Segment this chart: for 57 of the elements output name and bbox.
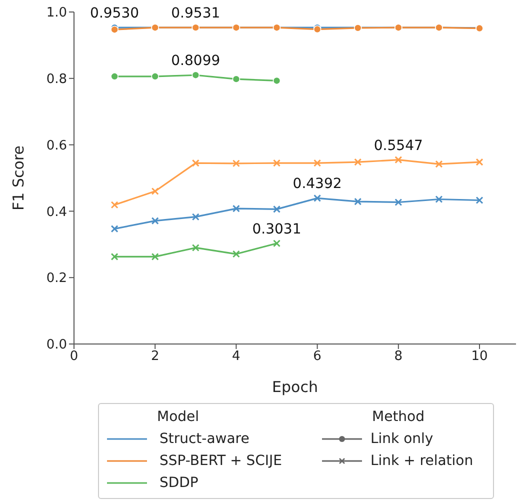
point [273, 240, 280, 248]
point [151, 72, 159, 80]
point [435, 160, 443, 168]
legend-label: SSP-BERT + SCIJE [159, 453, 282, 469]
point [192, 244, 200, 252]
point [192, 159, 200, 167]
point [110, 201, 118, 209]
point [273, 205, 280, 213]
text: Model [157, 409, 200, 425]
point [192, 213, 200, 221]
point [476, 196, 484, 204]
x-tick-label: 4 [232, 349, 240, 364]
point [110, 72, 118, 80]
annotation: 0.9530 [90, 6, 140, 22]
point [232, 160, 240, 168]
y-axis-title: F1 Score [9, 146, 28, 210]
annotation: 0.3031 [252, 221, 302, 238]
annotation: 0.8099 [171, 53, 220, 70]
point [232, 204, 240, 212]
point [314, 159, 322, 167]
point [151, 252, 159, 260]
y-tick-label: 0.2 [46, 271, 67, 286]
point [151, 217, 159, 225]
text: Method [372, 409, 425, 425]
point [354, 198, 362, 206]
legend-label: SDDP [159, 475, 198, 491]
x-tick-label: 0 [70, 349, 78, 364]
point [232, 250, 240, 258]
y-tick-label: 0.6 [46, 138, 67, 154]
annotation: 0.9531 [171, 6, 220, 22]
x-tick-label: 10 [471, 349, 488, 364]
legend-label: Struct-aware [159, 431, 250, 447]
point [110, 252, 118, 260]
point [151, 188, 159, 196]
y-tick-label: 0.8 [46, 72, 67, 88]
point [354, 158, 362, 166]
x-tick-label: 8 [394, 349, 403, 364]
point [232, 75, 240, 83]
point [273, 159, 280, 167]
point [192, 71, 200, 80]
legend-label: Link only [370, 431, 434, 447]
annotation: 0.5547 [374, 138, 423, 154]
point [394, 156, 402, 164]
point [272, 76, 281, 85]
x-axis-title: Epoch [272, 378, 318, 396]
point [394, 198, 402, 206]
y-tick-label: 0.4 [46, 204, 67, 220]
annotation: 0.4392 [292, 176, 342, 192]
legend-label: Link + relation [370, 453, 474, 469]
point [476, 158, 484, 166]
point [435, 196, 443, 203]
point [110, 225, 118, 233]
y-tick-label: 1.0 [46, 6, 67, 21]
point [314, 194, 322, 202]
y-tick-label: 0.0 [46, 338, 67, 353]
x-tick-label: 6 [313, 349, 322, 364]
x-tick-label: 2 [150, 349, 160, 364]
